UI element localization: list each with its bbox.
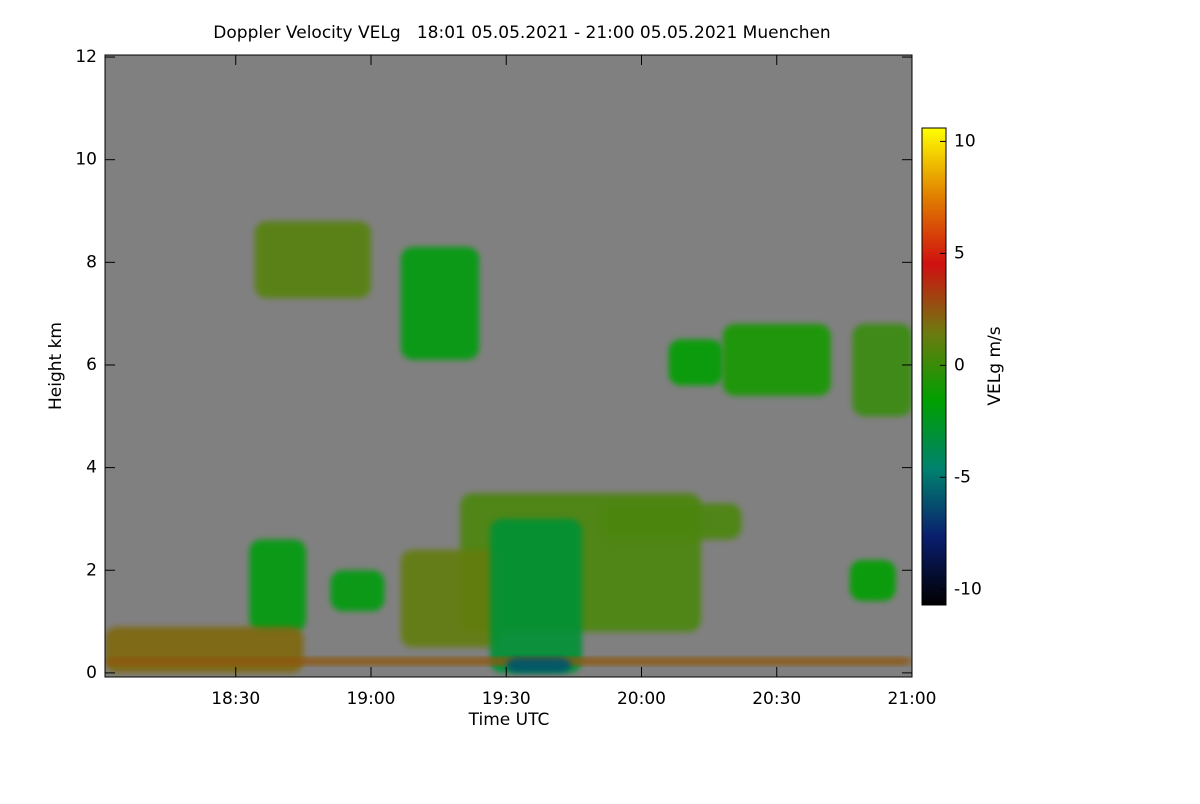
velocity-region [400,549,501,648]
y-tick-label: 6 [86,355,97,375]
y-tick-label: 2 [86,560,97,580]
x-axis-label: Time UTC [468,710,550,730]
x-tick-label: 19:00 [346,689,395,709]
velocity-region [105,626,304,673]
colorbar-tick-label: 0 [954,355,965,375]
x-tick-label: 21:00 [888,689,937,709]
velocity-region [490,518,582,673]
colorbar [921,127,947,606]
velocity-region [330,570,385,612]
x-tick-label: 20:00 [617,689,666,709]
colorbar-tick-label: -5 [954,467,971,487]
x-tick-label: 19:30 [482,689,531,709]
colorbar-label: VELg m/s [985,326,1005,405]
velocity-region [254,221,371,299]
colorbar-tick-label: 5 [954,243,965,263]
velocity-region [600,503,742,540]
velocity-region [722,323,831,396]
y-tick-label: 0 [86,663,97,683]
chart-title: Doppler Velocity VELg 18:01 05.05.2021 -… [213,23,830,43]
velocity-region [249,539,307,632]
x-tick-label: 18:30 [211,689,260,709]
velocity-region [852,323,912,417]
y-axis-label: Height km [46,322,66,410]
y-tick-label: 10 [75,150,97,170]
data-layer [105,221,912,673]
velocity-region [400,246,480,360]
plot-frame [104,54,913,678]
velocity-region [668,339,723,386]
y-tick-label: 12 [75,47,97,67]
y-tick-label: 8 [86,252,97,272]
x-tick-label: 20:30 [752,689,801,709]
colorbar-tick-label: 10 [954,131,976,151]
velocity-region [849,559,896,602]
y-tick-label: 4 [86,458,97,478]
velocity-region [506,657,572,673]
colorbar-tick-label: -10 [954,579,982,599]
